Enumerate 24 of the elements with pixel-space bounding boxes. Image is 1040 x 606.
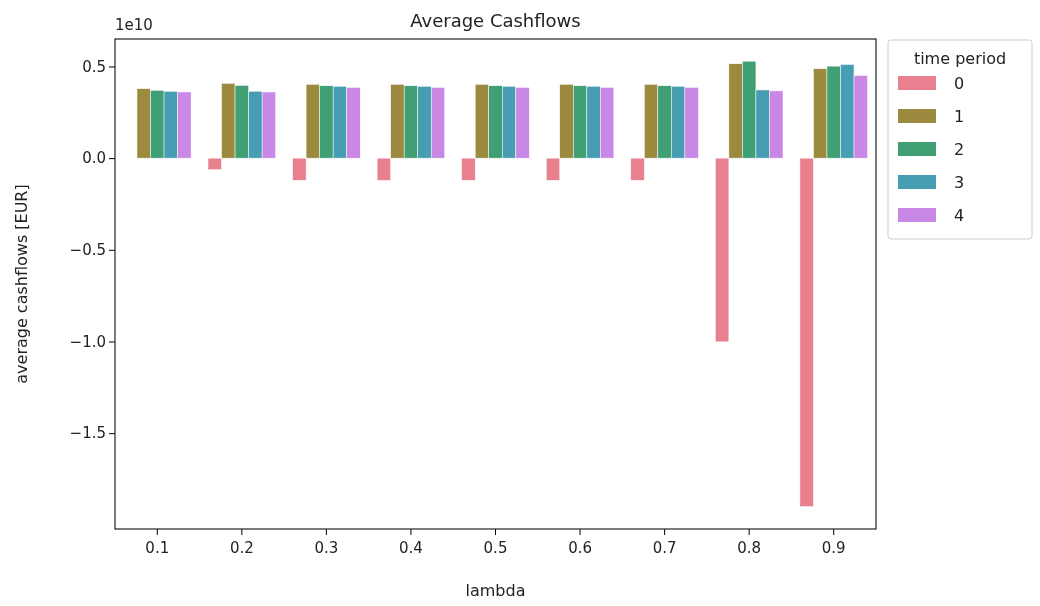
x-tick-label: 0.6	[568, 539, 592, 557]
legend-label: 3	[954, 173, 965, 192]
y-tick-label: −1.0	[69, 332, 106, 351]
y-tick-label: 0.0	[82, 149, 106, 168]
x-tick-label: 0.5	[483, 539, 508, 557]
legend-label: 1	[954, 107, 965, 126]
x-tick-label: 0.8	[737, 539, 762, 557]
x-tick-label: 0.1	[145, 539, 170, 557]
y-tick-label: 0.5	[82, 57, 106, 76]
legend-label: 2	[954, 140, 965, 159]
chart-title: Average Cashflows	[410, 10, 581, 31]
legend-label: 4	[954, 206, 965, 225]
y-tick-label: −1.5	[69, 424, 106, 443]
x-tick-label: 0.4	[399, 539, 423, 557]
x-tick-label: 0.7	[652, 539, 677, 557]
text: 1e10	[115, 16, 153, 34]
y-axis-title: average cashflows [EUR]	[12, 184, 31, 384]
y-tick-label: −0.5	[69, 241, 106, 260]
x-tick-label: 0.2	[229, 539, 254, 557]
legend-title: time period	[913, 49, 1007, 68]
x-axis-title: lambda	[465, 581, 526, 600]
legend-label: 0	[954, 74, 965, 93]
x-tick-label: 0.9	[821, 539, 846, 557]
x-tick-label: 0.3	[314, 539, 339, 557]
